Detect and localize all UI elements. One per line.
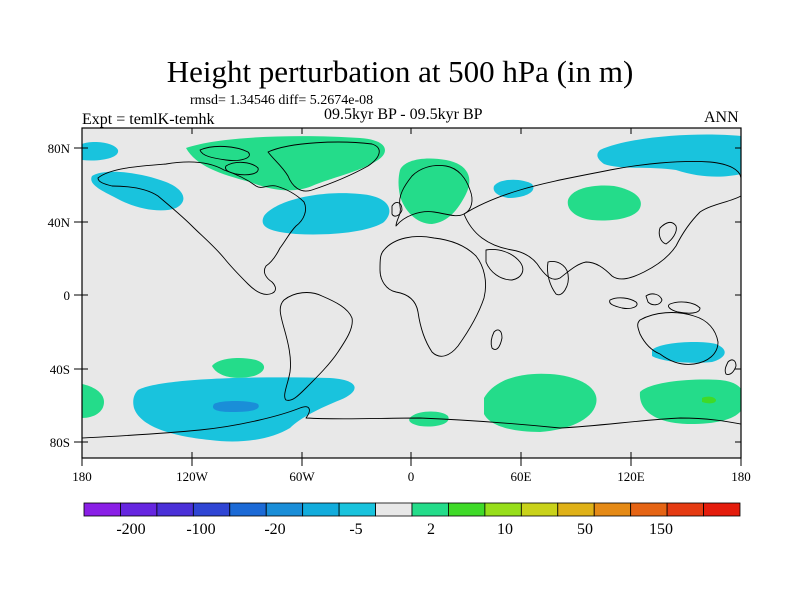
colorbar-label-1: -100 bbox=[186, 521, 215, 538]
lon-tick-marks bbox=[81, 128, 742, 466]
anomaly-positive-small bbox=[409, 411, 449, 427]
anomaly-negative-s-pacific-core bbox=[212, 401, 259, 412]
anomaly-negative-alaska bbox=[91, 171, 184, 211]
colorbar-labels: -200 -100 -20 -5 2 10 50 150 bbox=[116, 521, 673, 538]
lat-tick-marks bbox=[74, 147, 741, 443]
colorbar-label-2: -20 bbox=[264, 521, 285, 538]
colorbar-boxes bbox=[83, 502, 741, 517]
colorbar-box-5 bbox=[265, 502, 304, 517]
colorbar-label-0: -200 bbox=[116, 521, 145, 538]
period-label: 09.5kyr BP - 09.5kyr BP bbox=[324, 106, 483, 123]
lon-label-60e: 60E bbox=[511, 469, 532, 484]
lon-label-180w: 180 bbox=[72, 469, 92, 484]
coastlines bbox=[82, 141, 741, 458]
colorbar-box-13 bbox=[557, 502, 595, 517]
anomaly-negative-nw-pacific bbox=[82, 142, 119, 161]
lon-label-180e: 180 bbox=[731, 469, 751, 484]
colorbar-box-2 bbox=[156, 502, 194, 517]
anomaly-positive-central-asia bbox=[567, 185, 641, 221]
anomaly-positive-s-atlantic bbox=[212, 358, 265, 378]
stats-label: rmsd= 1.34546 diff= 5.2674e-08 bbox=[190, 93, 374, 108]
lat-label-80n: 80N bbox=[48, 141, 71, 156]
lon-label-0: 0 bbox=[408, 469, 415, 484]
lat-label-40s: 40S bbox=[50, 362, 70, 377]
colorbar-box-6 bbox=[302, 502, 340, 517]
colorbar-label-6: 50 bbox=[577, 521, 593, 538]
map-title: Height perturbation at 500 hPa (in m) bbox=[166, 54, 634, 89]
season-label: ANN bbox=[704, 109, 739, 126]
anomaly-negative-ural bbox=[493, 179, 534, 198]
anomaly-negative-australia-south bbox=[652, 342, 725, 363]
colorbar-box-1 bbox=[120, 502, 158, 517]
lon-label-60w: 60W bbox=[289, 469, 315, 484]
colorbar-box-8 bbox=[375, 502, 413, 517]
anomaly-positive-greenland bbox=[186, 136, 385, 191]
colorbar-box-4 bbox=[229, 502, 267, 517]
colorbar-box-11 bbox=[484, 502, 522, 517]
lat-label-0: 0 bbox=[64, 288, 71, 303]
colorbar-box-14 bbox=[593, 502, 632, 517]
lat-label-40n: 40N bbox=[48, 215, 71, 230]
lat-label-80s: 80S bbox=[50, 435, 70, 450]
lon-label-120e: 120E bbox=[617, 469, 645, 484]
colorbar-label-7: 150 bbox=[649, 521, 673, 538]
colorbar-box-10 bbox=[448, 502, 486, 517]
colorbar-box-7 bbox=[338, 502, 376, 517]
colorbar-box-3 bbox=[192, 502, 231, 517]
colorbar-box-17 bbox=[703, 502, 741, 517]
anomaly-negative-n-atlantic bbox=[262, 193, 390, 235]
lon-label-120w: 120W bbox=[176, 469, 209, 484]
colorbar-box-15 bbox=[630, 502, 668, 517]
anomaly-positive-west-edge bbox=[82, 384, 104, 418]
anomaly-positive-scandinavia bbox=[398, 158, 470, 224]
anomaly-fields bbox=[82, 134, 741, 458]
colorbar-label-4: 2 bbox=[427, 521, 435, 538]
colorbar-box-0 bbox=[83, 502, 121, 517]
colorbar-label-5: 10 bbox=[497, 521, 513, 538]
anomaly-positive-s-indian bbox=[484, 373, 597, 432]
anomaly-positive-s-pacific-east bbox=[639, 379, 741, 424]
colorbar-label-3: -5 bbox=[349, 521, 362, 538]
colorbar-box-16 bbox=[666, 502, 704, 517]
experiment-label: Expt = temlK-temhk bbox=[82, 111, 215, 128]
colorbar-box-9 bbox=[411, 502, 449, 517]
colorbar-box-12 bbox=[520, 502, 559, 517]
anomaly-positive-core-south bbox=[702, 396, 716, 404]
